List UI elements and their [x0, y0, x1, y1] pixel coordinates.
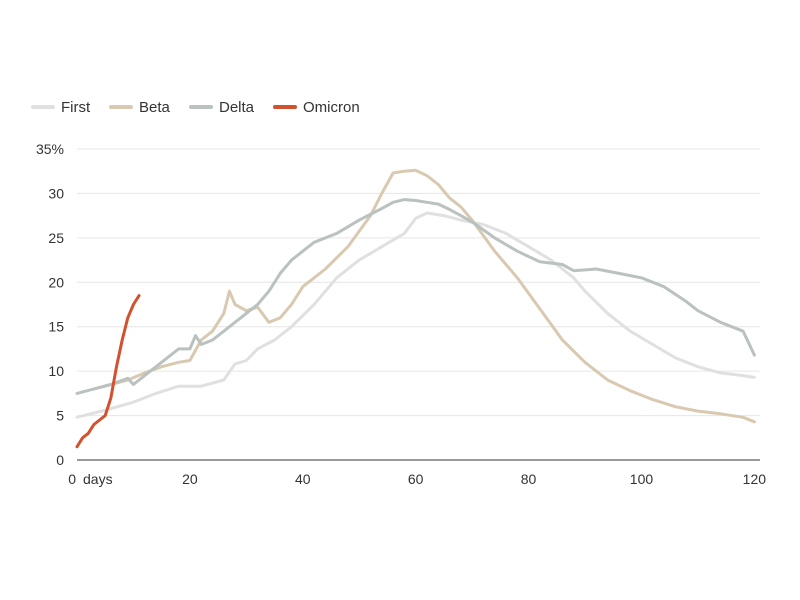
- series-line-omicron: [75, 294, 141, 449]
- x-tick-label: 40: [295, 471, 311, 487]
- y-tick-label: 5: [56, 408, 64, 424]
- x-axis-ticks: 0 days 20 40 60 80 100 120: [68, 471, 766, 487]
- series-lines: [75, 168, 756, 449]
- series-line-first: [75, 211, 756, 419]
- legend-item-first: First: [31, 99, 91, 116]
- legend-item-beta: Beta: [109, 99, 171, 116]
- gridlines: [77, 148, 760, 461]
- y-tick-label: 30: [48, 185, 64, 201]
- x-tick-label: 80: [521, 471, 537, 487]
- legend-item-omicron: Omicron: [273, 99, 360, 116]
- x-unit-label: days: [83, 471, 113, 487]
- y-tick-label: 20: [48, 274, 64, 290]
- x-tick-label: 100: [630, 471, 654, 487]
- legend-label-beta: Beta: [139, 99, 171, 116]
- series-line-beta: [92, 168, 756, 424]
- x-tick-label: 0: [68, 471, 76, 487]
- legend-label-delta: Delta: [219, 99, 255, 116]
- x-tick-label: 20: [182, 471, 198, 487]
- x-tick-label: 120: [743, 471, 767, 487]
- legend-label-omicron: Omicron: [303, 99, 360, 116]
- y-tick-label: 10: [48, 363, 64, 379]
- y-tick-label: 25: [48, 230, 64, 246]
- legend-item-delta: Delta: [189, 99, 255, 116]
- y-tick-label: 0: [56, 452, 64, 468]
- y-tick-label: 15: [48, 319, 64, 335]
- legend: First Beta Delta Omicron: [31, 99, 360, 116]
- x-tick-label: 60: [408, 471, 424, 487]
- y-tick-label: 35%: [36, 141, 64, 157]
- legend-label-first: First: [61, 99, 91, 116]
- y-axis-ticks: 0 5 10 15 20 25 30 35%: [36, 141, 64, 468]
- series-line-delta: [75, 198, 756, 395]
